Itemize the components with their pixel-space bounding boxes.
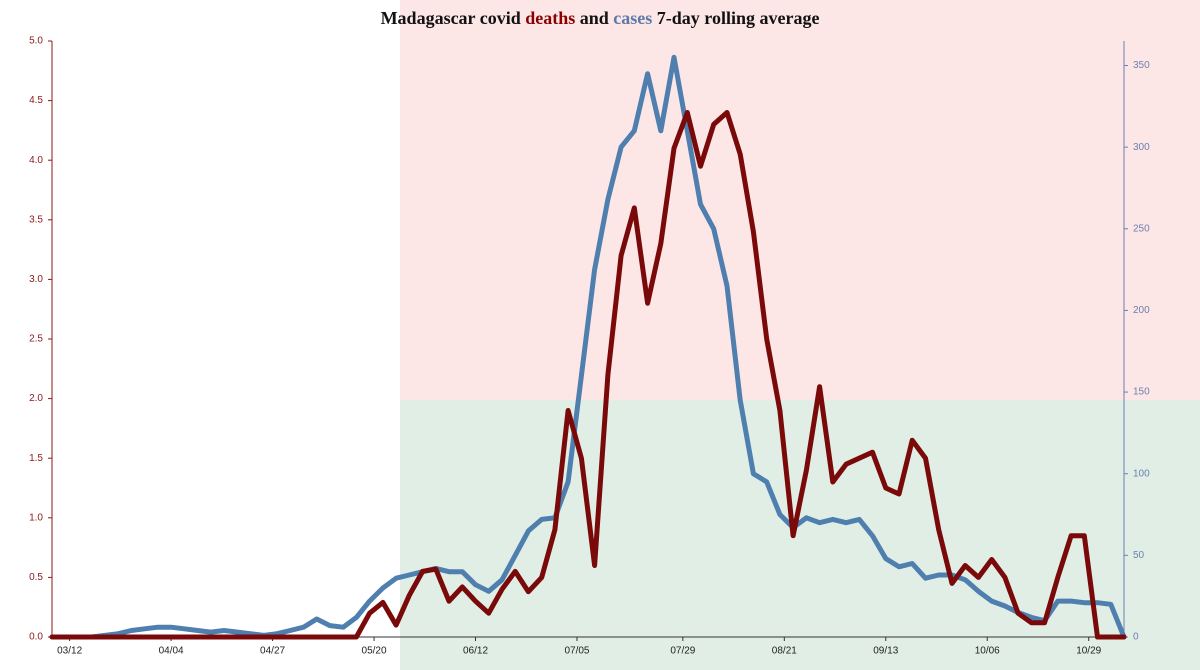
y-tick-label: 4.0 (29, 155, 43, 166)
x-tick-label: 07/05 (564, 646, 589, 657)
bg-high (400, 0, 1200, 400)
y-tick-label: 1.0 (29, 512, 43, 523)
x-tick-label: 09/13 (873, 646, 898, 657)
x-tick-label: 04/04 (159, 646, 184, 657)
y2-tick-label: 0 (1133, 632, 1139, 643)
x-tick-label: 06/12 (463, 646, 488, 657)
y-tick-label: 5.0 (29, 36, 43, 47)
title-part: 7-day rolling average (656, 8, 820, 28)
y2-tick-label: 300 (1133, 142, 1150, 153)
title-part: Madagascar covid (380, 8, 521, 28)
x-tick-label: 08/21 (772, 646, 797, 657)
x-tick-label: 10/29 (1076, 646, 1101, 657)
y2-tick-label: 350 (1133, 60, 1150, 71)
y2-tick-label: 200 (1133, 305, 1150, 316)
y-tick-label: 0.0 (29, 632, 43, 643)
y-tick-label: 0.5 (29, 572, 43, 583)
y-tick-label: 1.5 (29, 453, 43, 464)
series-line (49, 110, 1127, 640)
y2-tick-label: 100 (1133, 468, 1150, 479)
y-tick-label: 2.0 (29, 393, 43, 404)
bg-low (400, 400, 1200, 670)
x-tick-label: 07/29 (670, 646, 695, 657)
title-part: deaths (525, 8, 576, 28)
x-tick-label: 05/20 (362, 646, 387, 657)
chart-title: Madagascar covid deaths and cases 7-day … (0, 8, 1200, 29)
y-tick-label: 3.5 (29, 214, 43, 225)
title-part: and (579, 8, 609, 28)
y-tick-label: 2.5 (29, 334, 43, 345)
series-line (49, 54, 1127, 640)
x-tick-label: 10/06 (975, 646, 1000, 657)
x-tick-label: 03/12 (57, 646, 82, 657)
title-part: cases (613, 8, 653, 28)
x-tick-label: 04/27 (260, 646, 285, 657)
y2-tick-label: 50 (1133, 550, 1145, 561)
y-tick-label: 3.0 (29, 274, 43, 285)
y2-tick-label: 150 (1133, 387, 1150, 398)
y2-tick-label: 250 (1133, 223, 1150, 234)
y-tick-label: 4.5 (29, 95, 43, 106)
